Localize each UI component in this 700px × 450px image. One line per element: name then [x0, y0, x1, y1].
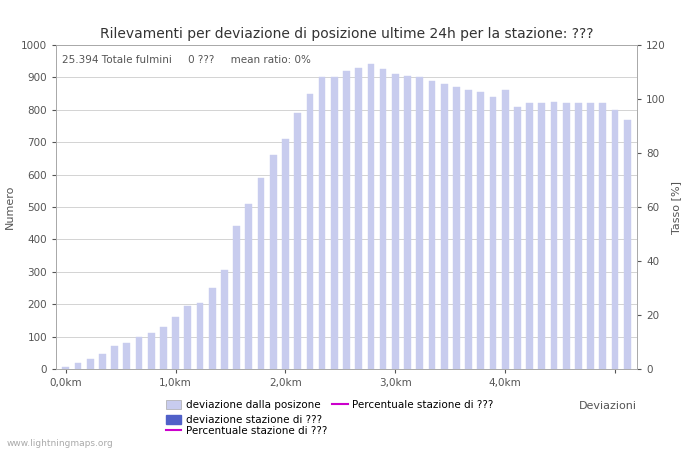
Bar	[551, 102, 557, 369]
Y-axis label: Tasso [%]: Tasso [%]	[671, 180, 681, 234]
Bar	[99, 355, 106, 369]
Bar	[624, 120, 631, 369]
Bar	[575, 104, 582, 369]
Bar	[258, 178, 265, 369]
Bar	[62, 367, 69, 369]
Legend: Percentuale stazione di ???: Percentuale stazione di ???	[166, 426, 327, 436]
Bar	[221, 270, 228, 369]
Bar	[75, 363, 81, 369]
Bar	[466, 90, 472, 369]
Bar	[477, 92, 484, 369]
Bar	[489, 97, 496, 369]
Bar	[172, 317, 179, 369]
Bar	[136, 337, 142, 369]
Bar	[428, 81, 435, 369]
Bar	[294, 113, 301, 369]
Bar	[356, 68, 362, 369]
Bar	[441, 84, 447, 369]
Bar	[111, 346, 118, 369]
Bar	[318, 77, 326, 369]
Title: Rilevamenti per deviazione di posizione ultime 24h per la stazione: ???: Rilevamenti per deviazione di posizione …	[99, 27, 594, 41]
Bar	[343, 71, 350, 369]
Bar	[587, 104, 594, 369]
Y-axis label: Numero: Numero	[6, 185, 15, 229]
Bar	[526, 104, 533, 369]
Bar	[538, 104, 545, 369]
Bar	[563, 104, 570, 369]
Bar	[368, 64, 374, 369]
Bar	[380, 69, 386, 369]
Bar	[502, 90, 508, 369]
Bar	[209, 288, 216, 369]
Text: 25.394 Totale fulmini     0 ???     mean ratio: 0%: 25.394 Totale fulmini 0 ??? mean ratio: …	[62, 55, 311, 65]
Bar	[612, 110, 618, 369]
Text: www.lightningmaps.org: www.lightningmaps.org	[7, 439, 113, 448]
Bar	[392, 74, 399, 369]
Bar	[233, 226, 240, 369]
Bar	[246, 204, 252, 369]
Bar	[123, 343, 130, 369]
Bar	[416, 77, 423, 369]
Bar	[197, 302, 204, 369]
Bar	[331, 77, 337, 369]
Bar	[148, 333, 155, 369]
Bar	[160, 327, 167, 369]
Bar	[599, 104, 606, 369]
Bar	[270, 155, 276, 369]
Bar	[282, 139, 289, 369]
Text: Deviazioni: Deviazioni	[579, 401, 637, 411]
Bar	[514, 107, 521, 369]
Bar	[404, 76, 411, 369]
Bar	[453, 87, 460, 369]
Bar	[307, 94, 313, 369]
Bar	[185, 306, 191, 369]
Bar	[87, 359, 94, 369]
